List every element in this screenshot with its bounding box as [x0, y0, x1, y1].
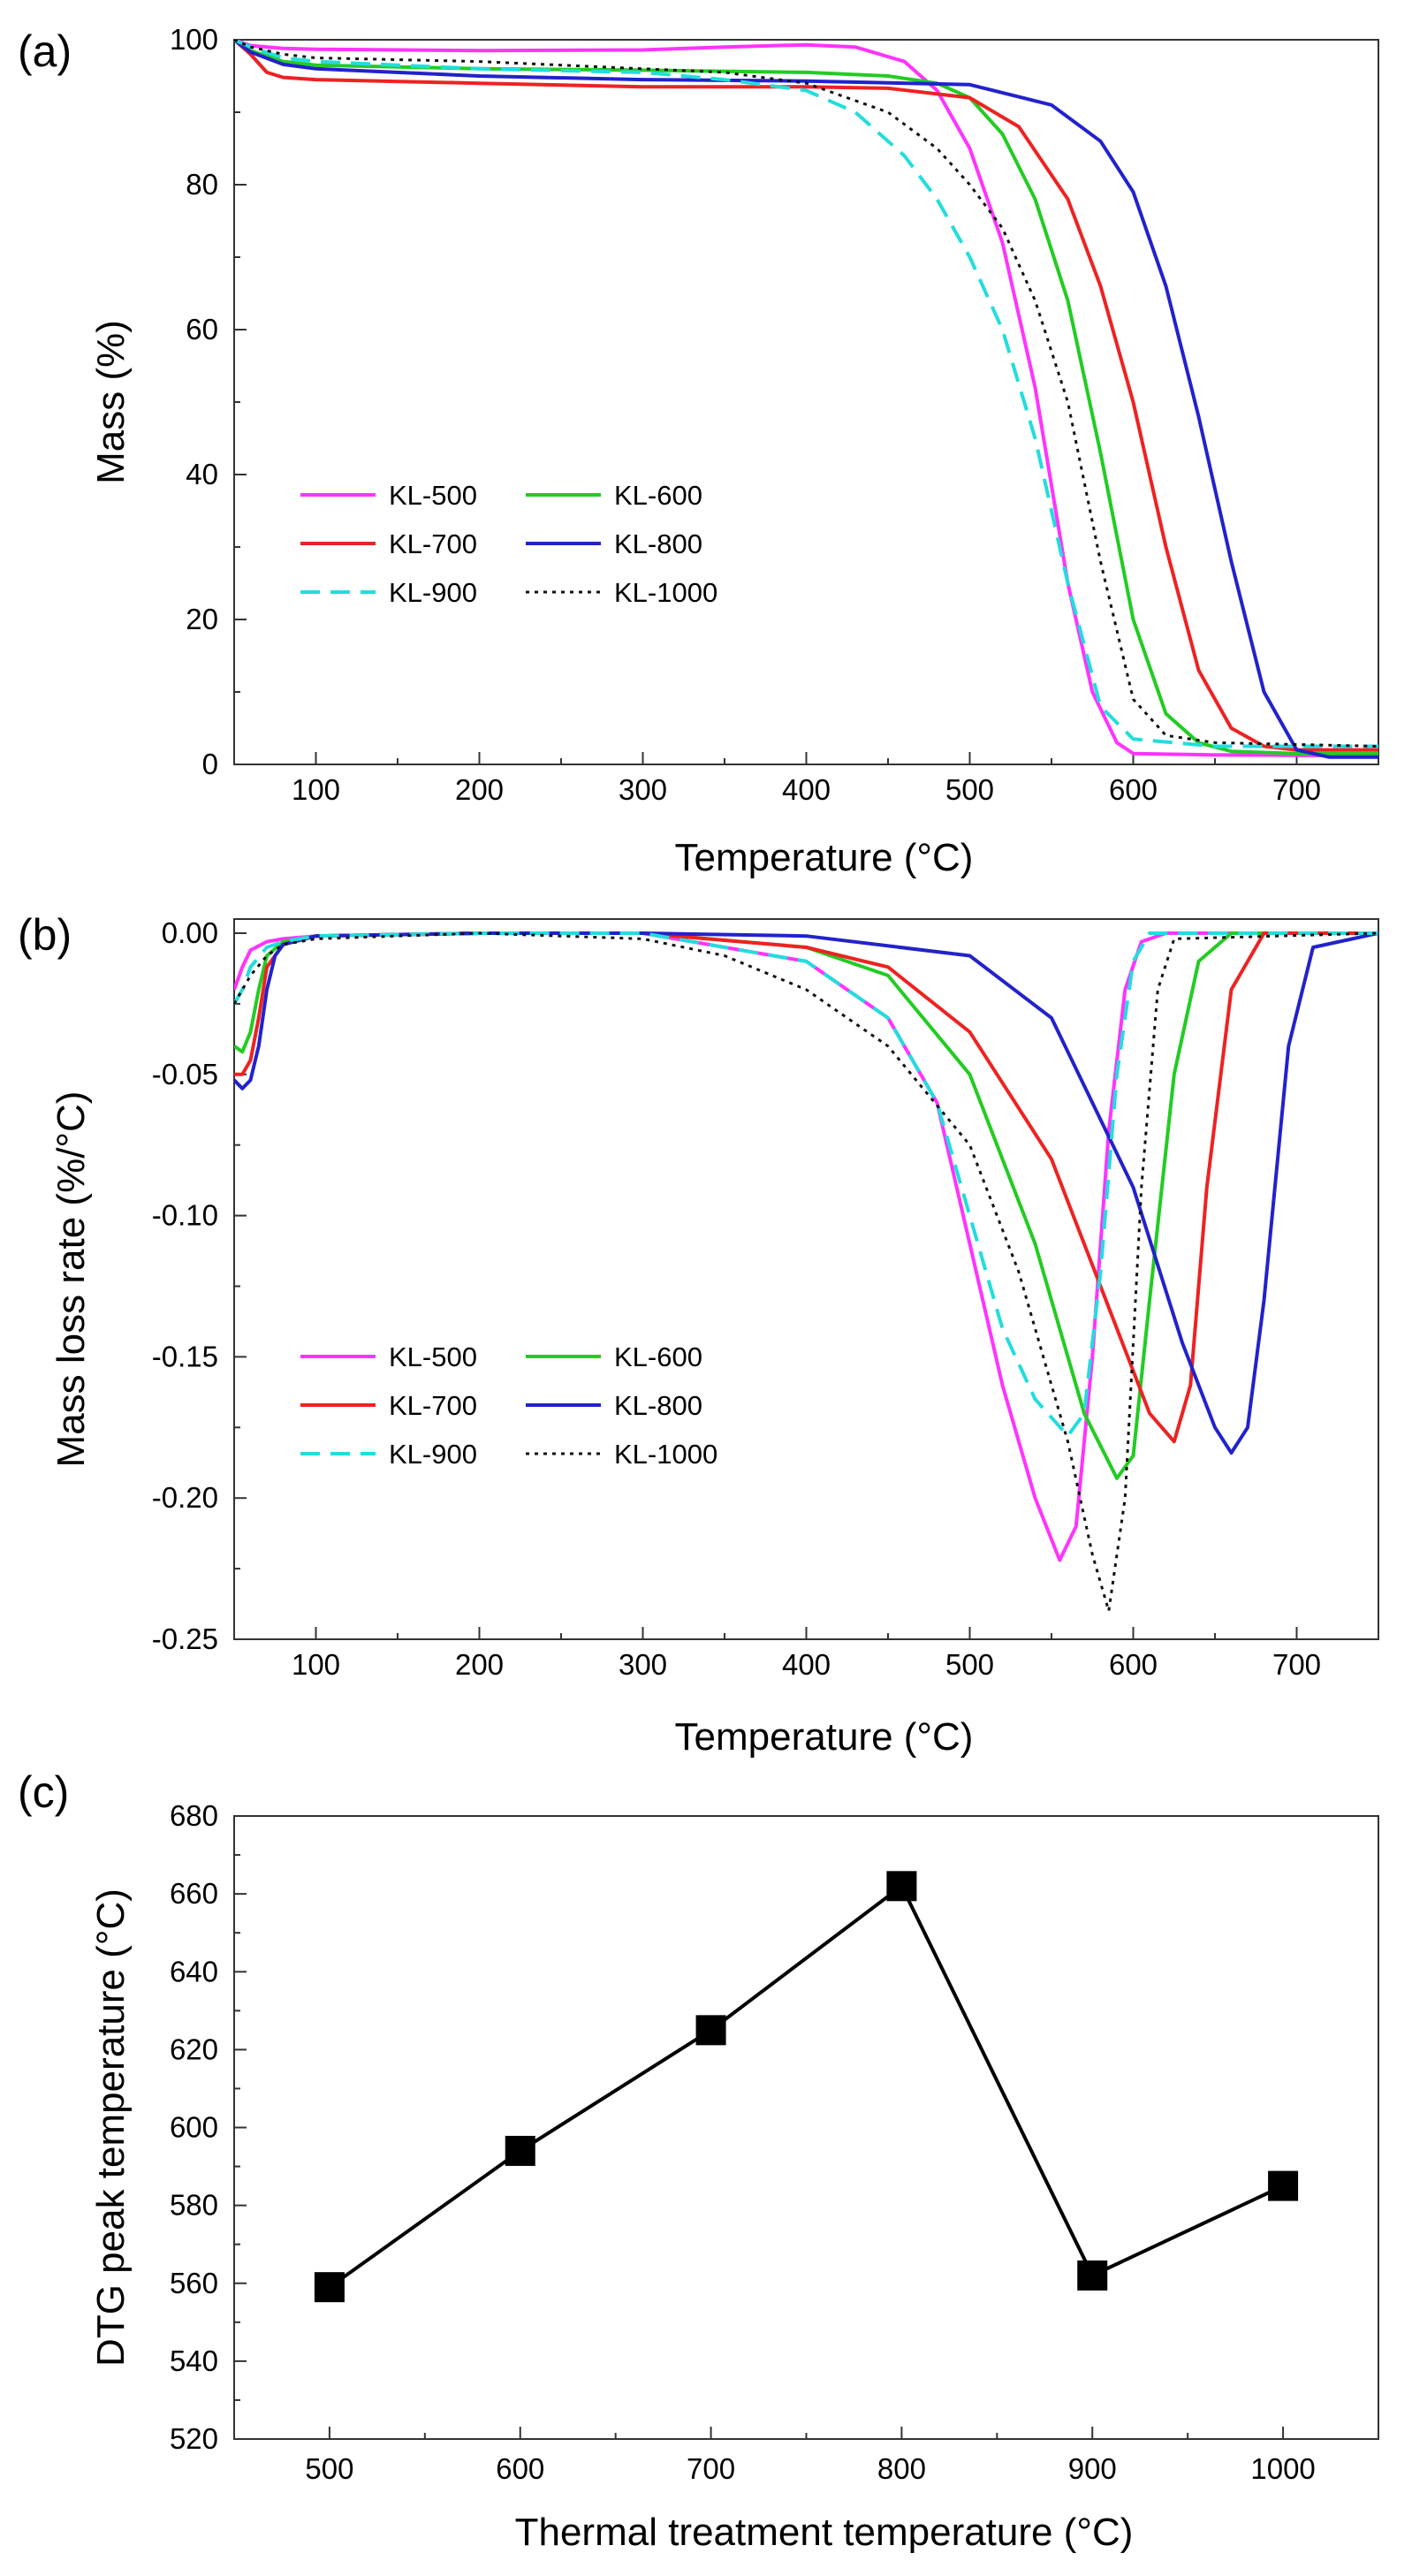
- y-tick-label: 60: [186, 313, 218, 346]
- y-tick-label: 0.00: [162, 916, 218, 949]
- x-tick-label: 500: [945, 773, 994, 806]
- y-tick-label: 100: [170, 23, 218, 56]
- series-line-kl-1000: [234, 40, 1378, 748]
- panel-label: (a): [18, 27, 72, 76]
- series-line-kl-1000: [234, 931, 1378, 1613]
- y-tick-label: 540: [170, 2344, 218, 2377]
- series-line-kl-500: [234, 40, 1378, 758]
- x-tick-label: 700: [1272, 1648, 1321, 1681]
- x-tick-label: 600: [496, 2452, 544, 2485]
- legend-label: KL-900: [389, 1439, 477, 1470]
- y-tick-label: 620: [170, 2033, 218, 2065]
- y-tick-label: -0.05: [152, 1058, 218, 1090]
- y-tick-label: 600: [170, 2111, 218, 2144]
- y-tick-label: -0.15: [152, 1340, 218, 1372]
- y-tick-label: 20: [186, 603, 218, 635]
- y-tick-label: 640: [170, 1955, 218, 1987]
- series-line-kl-600: [234, 40, 1378, 756]
- legend-label: KL-1000: [614, 577, 717, 608]
- series-line-kl-700: [234, 40, 1378, 752]
- legend-label: KL-800: [614, 1390, 702, 1421]
- x-axis-title: Temperature (°C): [675, 1715, 974, 1759]
- legend-label: KL-800: [614, 528, 702, 559]
- x-tick-label: 500: [945, 1648, 994, 1681]
- x-tick-label: 900: [1068, 2452, 1117, 2485]
- series-line-dtg-peak: [328, 1884, 1284, 2289]
- y-axis-title: DTG peak temperature (°C): [89, 1888, 133, 2367]
- x-tick-label: 100: [292, 773, 340, 806]
- x-tick-label: 700: [687, 2452, 735, 2485]
- data-point-square: [886, 1871, 917, 1902]
- plot-frame: [233, 1815, 1379, 2440]
- x-tick-label: 1000: [1250, 2452, 1315, 2485]
- x-tick-label: 200: [455, 773, 504, 806]
- y-tick-label: 40: [186, 458, 218, 490]
- legend-label: KL-500: [389, 480, 477, 511]
- y-tick-label: 560: [170, 2267, 218, 2299]
- x-tick-label: 400: [782, 773, 831, 806]
- legend-label: KL-700: [389, 1390, 477, 1421]
- legend-label: KL-900: [389, 577, 477, 608]
- legend-label: KL-600: [614, 480, 702, 511]
- plot-frame: [233, 39, 1379, 765]
- x-tick-label: 700: [1272, 773, 1321, 806]
- y-tick-label: -0.20: [152, 1481, 218, 1514]
- x-tick-label: 400: [782, 1648, 831, 1681]
- legend-label: KL-1000: [614, 1439, 717, 1470]
- chart-panel-3: (c) 500 600 700 800 900 1000 520 540 560 580 600 620…: [18, 1767, 1379, 2554]
- y-axis-title: Mass loss rate (%/°C): [49, 1091, 93, 1468]
- series-line-kl-900: [234, 931, 1378, 1438]
- series-line-kl-700: [234, 931, 1378, 1444]
- series-line-kl-900: [234, 40, 1378, 748]
- y-tick-label: 680: [170, 1799, 218, 1832]
- x-tick-label: 300: [619, 773, 667, 806]
- data-point-square: [695, 2015, 726, 2046]
- x-axis-title: Thermal treatment temperature (°C): [515, 2511, 1134, 2554]
- series-line-kl-600: [234, 931, 1378, 1480]
- legend-label: KL-500: [389, 1341, 477, 1372]
- x-tick-label: 600: [1109, 773, 1158, 806]
- data-point-square: [314, 2272, 345, 2303]
- data-point-square: [1077, 2260, 1108, 2291]
- y-tick-label: 520: [170, 2422, 218, 2455]
- y-tick-label: 0: [202, 748, 218, 780]
- x-tick-label: 500: [305, 2452, 353, 2485]
- y-tick-label: 80: [186, 168, 218, 201]
- legend-label: KL-700: [389, 528, 477, 559]
- series-line-kl-500: [234, 931, 1378, 1562]
- series-line-kl-800: [234, 931, 1378, 1455]
- x-tick-label: 800: [877, 2452, 926, 2485]
- x-tick-label: 600: [1109, 1648, 1158, 1681]
- x-tick-label: 200: [455, 1648, 504, 1681]
- panel-label: (c): [18, 1767, 69, 1817]
- panel-label: (b): [18, 910, 72, 960]
- y-axis-title: Mass (%): [89, 320, 133, 484]
- chart-panel-1: (a) 100 200 300 400 500 600 700 0 20 40 60 80 100 Temp…: [18, 23, 1379, 879]
- y-tick-label: -0.10: [152, 1199, 218, 1232]
- data-point-square: [505, 2135, 535, 2166]
- y-tick-label: -0.25: [152, 1622, 218, 1655]
- chart-panel-2: (b) 100 200 300 400 500 600 700 -0.25 -0.20 -0.15 -…: [18, 910, 1379, 1759]
- y-tick-label: 580: [170, 2189, 218, 2222]
- x-tick-label: 300: [619, 1648, 667, 1681]
- series-line-kl-800: [234, 40, 1378, 759]
- legend-label: KL-600: [614, 1341, 702, 1372]
- x-tick-label: 100: [292, 1648, 340, 1681]
- y-tick-label: 660: [170, 1877, 218, 1910]
- plot-frame: [233, 918, 1379, 1640]
- data-point-square: [1268, 2170, 1299, 2201]
- x-axis-title: Temperature (°C): [675, 836, 974, 879]
